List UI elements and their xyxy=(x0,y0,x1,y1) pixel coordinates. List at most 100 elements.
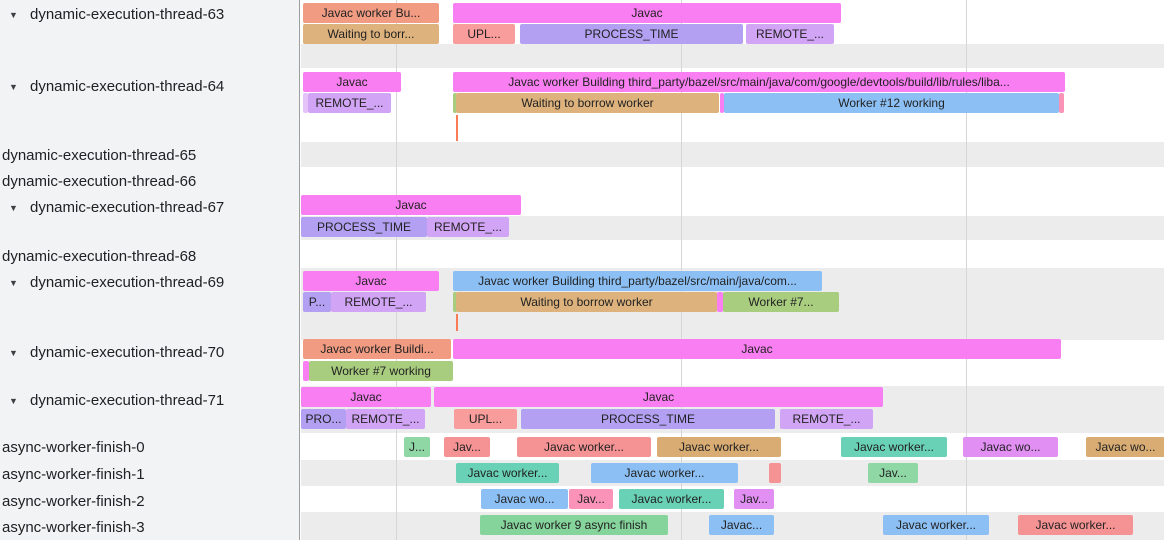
trace-slice[interactable]: Javac xyxy=(303,271,439,291)
trace-slice[interactable]: Waiting to borr... xyxy=(303,24,439,44)
trace-slice[interactable]: PROCESS_TIME xyxy=(301,217,427,237)
trace-slice[interactable]: Javac wo... xyxy=(963,437,1058,457)
trace-slice[interactable]: Javac worker... xyxy=(1018,515,1133,535)
trace-slice[interactable]: Javac worker Building third_party/bazel/… xyxy=(453,72,1065,92)
track-name-text: dynamic-execution-thread-67 xyxy=(30,198,225,216)
trace-slice[interactable]: PRO... xyxy=(301,409,346,429)
track-row-label[interactable]: dynamic-execution-thread-66 xyxy=(0,171,298,191)
track-name-text: dynamic-execution-thread-65 xyxy=(2,146,197,164)
trace-slice[interactable]: Jav... xyxy=(569,489,613,509)
track-name-text: dynamic-execution-thread-66 xyxy=(2,172,197,190)
trace-slice[interactable]: Javac worker... xyxy=(841,437,947,457)
track-row-label[interactable]: async-worker-finish-0 xyxy=(0,437,298,457)
track-name-text: async-worker-finish-2 xyxy=(2,492,145,510)
trace-slice[interactable]: PROCESS_TIME xyxy=(520,24,743,44)
trace-slice[interactable]: Javac worker... xyxy=(619,489,724,509)
expander-triangle-icon[interactable]: ▼ xyxy=(9,9,18,20)
trace-slice[interactable]: Javac wo... xyxy=(1086,437,1164,457)
track-name-text: dynamic-execution-thread-70 xyxy=(30,343,225,361)
instant-event-tick xyxy=(456,314,458,331)
trace-slice[interactable]: Jav... xyxy=(734,489,774,509)
trace-slice[interactable]: Javac worker... xyxy=(591,463,738,483)
trace-slice[interactable]: Javac worker... xyxy=(657,437,781,457)
trace-slice[interactable]: Worker #7... xyxy=(723,292,839,312)
row-background-band xyxy=(301,142,1164,167)
track-row-label[interactable]: ▼ dynamic-execution-thread-67 xyxy=(0,197,298,217)
track-row-label[interactable]: ▼ dynamic-execution-thread-64 xyxy=(0,76,298,96)
expander-triangle-icon[interactable]: ▼ xyxy=(9,202,18,213)
trace-slice[interactable]: Javac worker Buildi... xyxy=(303,339,451,359)
trace-slice[interactable]: Javac xyxy=(303,72,401,92)
track-row-label[interactable]: ▼ dynamic-execution-thread-69 xyxy=(0,272,298,292)
expander-triangle-icon[interactable]: ▼ xyxy=(9,277,18,288)
expander-triangle-icon[interactable]: ▼ xyxy=(9,395,18,406)
track-row-label[interactable]: dynamic-execution-thread-68 xyxy=(0,246,298,266)
time-gridline xyxy=(396,0,397,540)
trace-slice[interactable]: UPL... xyxy=(453,24,515,44)
trace-slice[interactable]: Waiting to borrow worker xyxy=(456,93,719,113)
timeline-canvas[interactable]: Javac worker Bu... Javac Waiting to borr..… xyxy=(301,0,1164,540)
trace-slice[interactable]: Javac worker Building third_party/bazel/… xyxy=(453,271,822,291)
trace-slice[interactable]: REMOTE_... xyxy=(427,217,509,237)
expander-triangle-icon[interactable]: ▼ xyxy=(9,81,18,92)
track-name-text: dynamic-execution-thread-64 xyxy=(30,77,225,95)
trace-slice[interactable]: Javac xyxy=(301,195,521,215)
trace-slice[interactable]: J... xyxy=(404,437,430,457)
trace-slice[interactable]: Jav... xyxy=(444,437,490,457)
trace-slice-sliver[interactable] xyxy=(303,93,308,113)
track-name-text: async-worker-finish-0 xyxy=(2,438,145,456)
track-name-text: async-worker-finish-1 xyxy=(2,465,145,483)
trace-slice[interactable]: Javac worker... xyxy=(883,515,989,535)
track-name-panel: ▼ dynamic-execution-thread-63 ▼ dynamic-exe… xyxy=(0,0,300,540)
trace-slice-sliver[interactable] xyxy=(453,292,457,312)
trace-slice[interactable]: Jav... xyxy=(868,463,918,483)
time-gridline xyxy=(681,0,682,540)
trace-slice[interactable]: P... xyxy=(303,292,331,312)
trace-slice[interactable]: REMOTE_... xyxy=(308,93,391,113)
track-row-label[interactable]: ▼ dynamic-execution-thread-63 xyxy=(0,4,298,24)
track-row-label[interactable]: ▼ dynamic-execution-thread-70 xyxy=(0,342,298,362)
trace-slice[interactable]: Javac worker... xyxy=(456,463,559,483)
trace-slice[interactable]: PROCESS_TIME xyxy=(521,409,775,429)
trace-slice[interactable]: Javac wo... xyxy=(481,489,568,509)
trace-slice-sliver[interactable] xyxy=(720,93,724,113)
trace-slice[interactable]: Waiting to borrow worker xyxy=(456,292,717,312)
trace-slice[interactable]: REMOTE_... xyxy=(780,409,873,429)
track-row-label[interactable]: ▼ dynamic-execution-thread-71 xyxy=(0,390,298,410)
trace-slice[interactable]: Javac xyxy=(434,387,883,407)
expander-triangle-icon[interactable]: ▼ xyxy=(9,347,18,358)
track-name-text: async-worker-finish-3 xyxy=(2,518,145,536)
trace-slice[interactable]: REMOTE_... xyxy=(746,24,834,44)
track-row-label[interactable]: dynamic-execution-thread-65 xyxy=(0,145,298,165)
row-background-band xyxy=(301,44,1164,68)
trace-slice[interactable]: UPL... xyxy=(454,409,517,429)
instant-event-tick xyxy=(456,115,458,141)
trace-slice[interactable]: Javac xyxy=(453,339,1061,359)
trace-slice[interactable]: Javac xyxy=(301,387,431,407)
trace-slice[interactable]: Javac... xyxy=(709,515,774,535)
time-gridline xyxy=(966,0,967,540)
trace-slice[interactable]: Worker #12 working xyxy=(724,93,1059,113)
trace-slice-sliver[interactable] xyxy=(717,292,723,312)
trace-slice-sliver[interactable] xyxy=(453,93,457,113)
track-name-text: dynamic-execution-thread-69 xyxy=(30,273,225,291)
row-background-band xyxy=(301,240,1164,268)
row-background-band xyxy=(301,486,1164,512)
trace-slice[interactable]: REMOTE_... xyxy=(331,292,426,312)
track-name-text: dynamic-execution-thread-68 xyxy=(2,247,197,265)
trace-slice-sliver[interactable] xyxy=(1059,93,1064,113)
track-row-label[interactable]: async-worker-finish-3 xyxy=(0,517,298,537)
trace-slice[interactable]: Worker #7 working xyxy=(309,361,453,381)
trace-slice[interactable]: Javac worker Bu... xyxy=(303,3,439,23)
track-name-text: dynamic-execution-thread-71 xyxy=(30,391,225,409)
trace-slice-sliver[interactable] xyxy=(769,463,781,483)
trace-slice[interactable]: Javac worker 9 async finish xyxy=(480,515,668,535)
trace-slice-sliver[interactable] xyxy=(303,361,309,381)
trace-slice[interactable]: Javac xyxy=(453,3,841,23)
trace-slice[interactable]: REMOTE_... xyxy=(346,409,425,429)
track-row-label[interactable]: async-worker-finish-2 xyxy=(0,491,298,511)
trace-slice[interactable]: Javac worker... xyxy=(517,437,651,457)
track-name-text: dynamic-execution-thread-63 xyxy=(30,5,225,23)
track-row-label[interactable]: async-worker-finish-1 xyxy=(0,464,298,484)
